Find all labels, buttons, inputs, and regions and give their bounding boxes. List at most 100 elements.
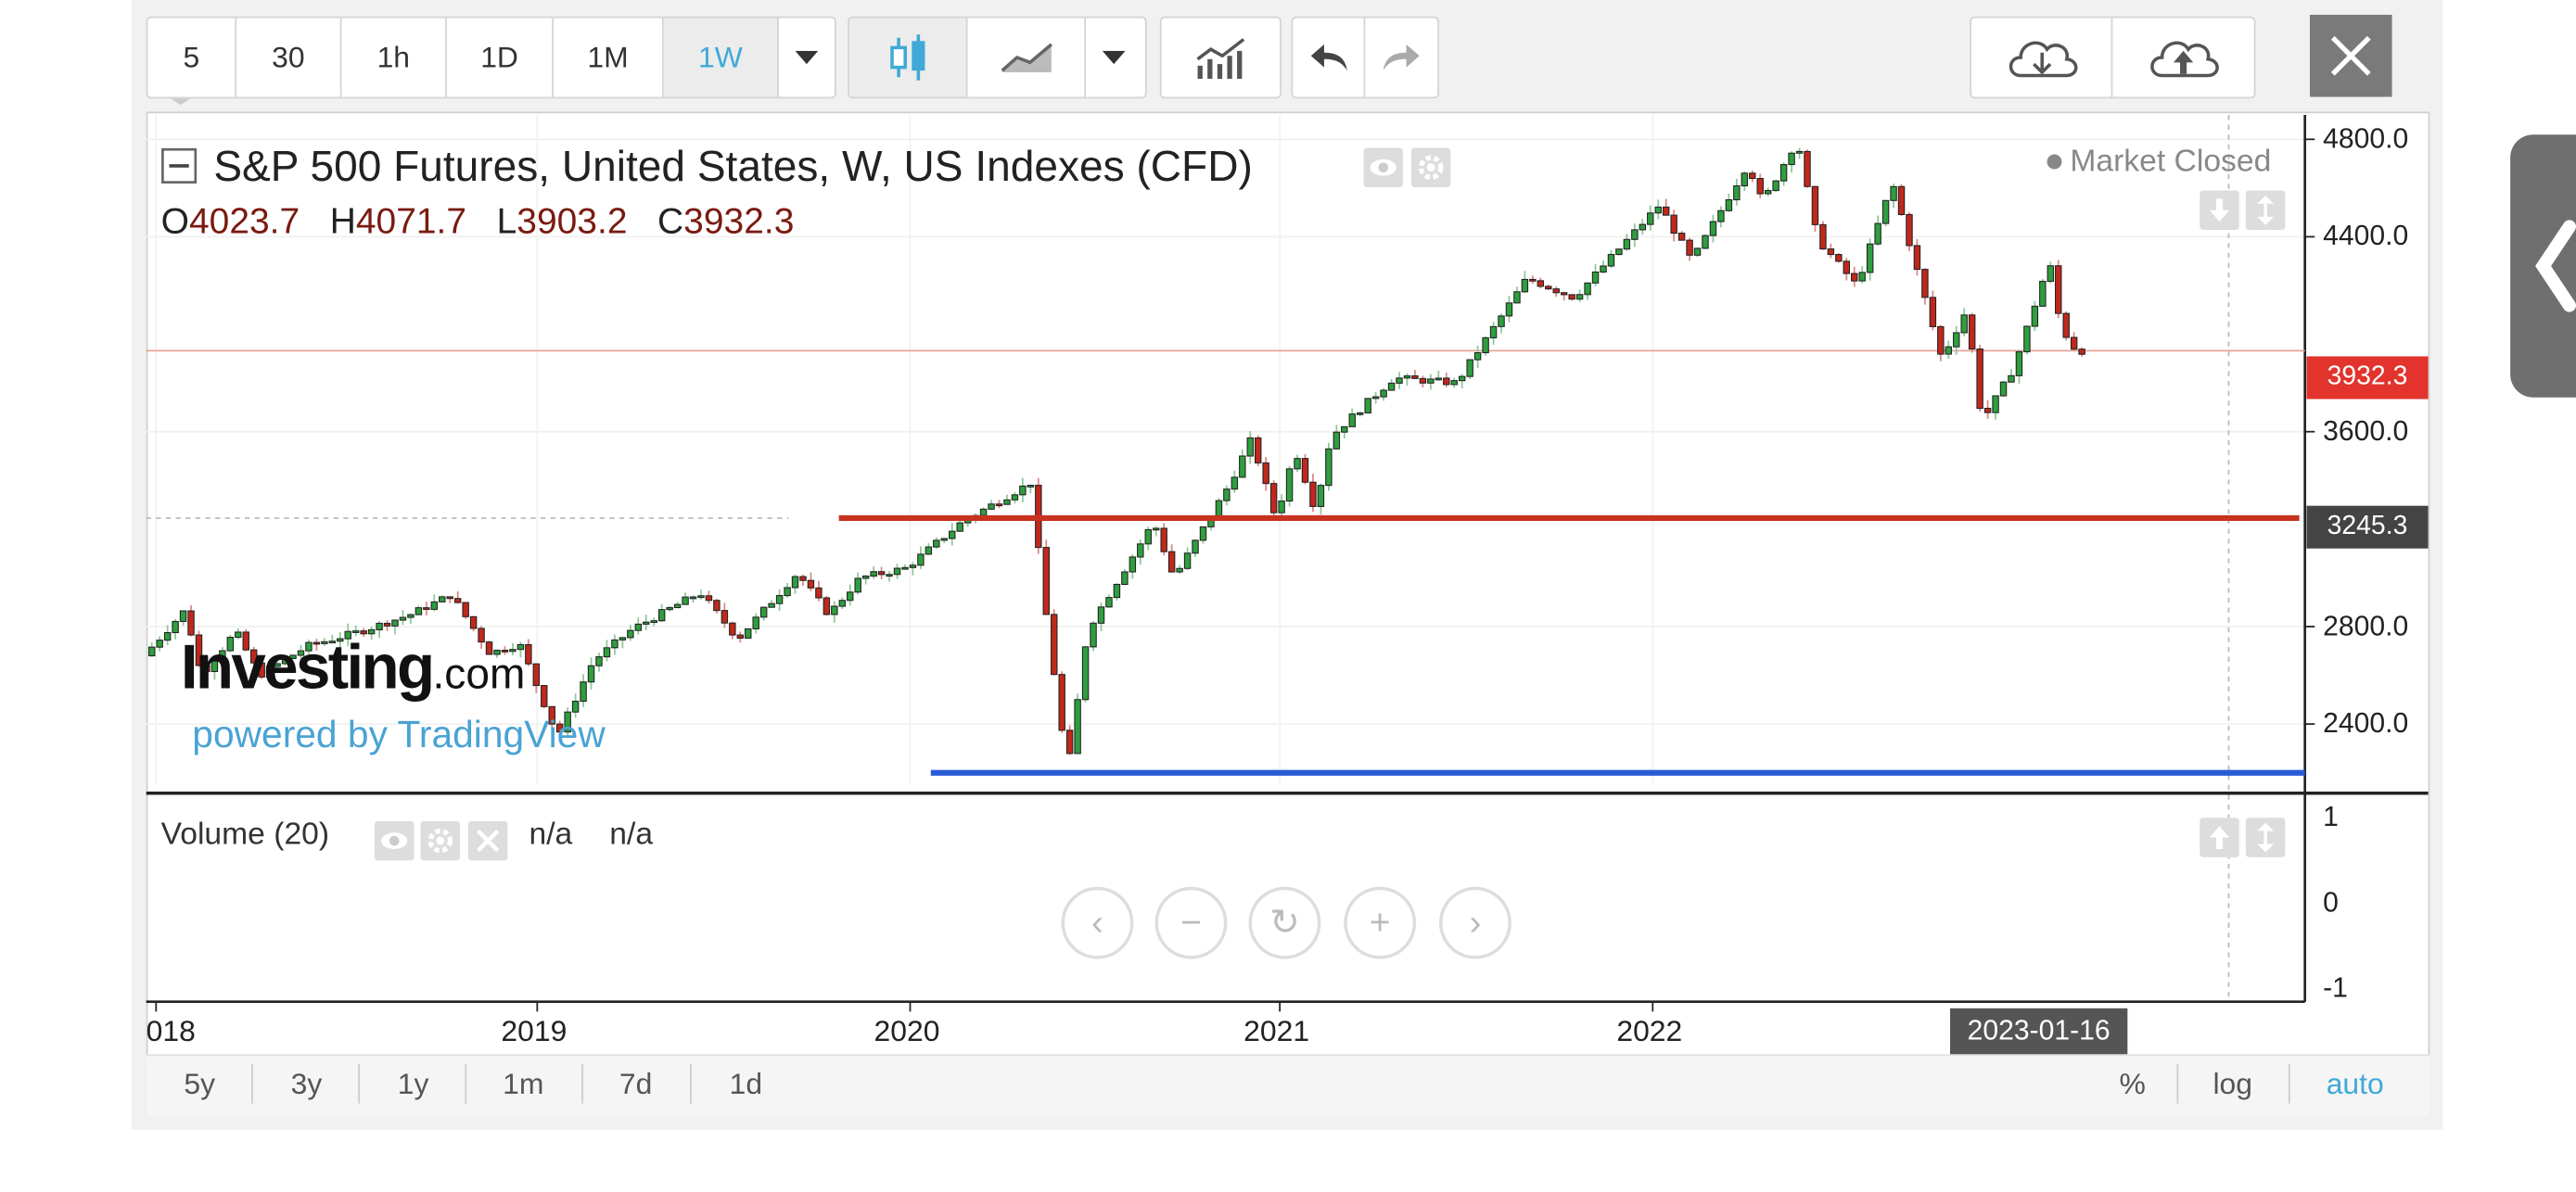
candle-body [1983, 407, 1992, 413]
candle-body [462, 602, 469, 617]
x-tick-label: 2019 [501, 1014, 567, 1048]
range-separator [2176, 1064, 2179, 1104]
volume-visibility-button[interactable] [374, 820, 414, 861]
range-1d-button[interactable]: 1d [729, 1067, 763, 1101]
zoom-out-button[interactable]: − [1154, 886, 1228, 959]
chevron-down-icon [795, 50, 819, 65]
range-1y-button[interactable]: 1y [397, 1067, 429, 1101]
candle-body [587, 665, 595, 683]
candle-body [219, 650, 226, 662]
range-3y-button[interactable]: 3y [290, 1067, 323, 1101]
candle-body [815, 587, 823, 599]
candle-body [1215, 500, 1223, 518]
interval-1w-button[interactable]: 1W [663, 18, 779, 97]
refresh-icon: ↻ [1269, 901, 1300, 943]
candle-body [337, 638, 344, 642]
candle-body [226, 637, 235, 652]
save-chart-button[interactable] [2112, 18, 2253, 96]
candle-body [1090, 622, 1097, 648]
candle-body [344, 630, 351, 640]
volume-tick-label: 1 [2323, 801, 2339, 833]
interval-1m-button[interactable]: 1M [554, 18, 664, 97]
candle-body [1450, 380, 1458, 386]
candle-body [729, 622, 736, 636]
candle-body [2031, 305, 2039, 327]
maximize-pane-button[interactable] [2245, 190, 2286, 231]
auto-scale-button[interactable]: auto [2326, 1067, 2384, 1101]
volume-remove-button[interactable] [467, 820, 508, 861]
candle-body [1881, 199, 1890, 224]
redo-button[interactable] [1365, 18, 1437, 96]
candle-body [391, 619, 399, 627]
powered-by-link[interactable]: powered by TradingView [192, 712, 606, 755]
close-button[interactable] [2309, 14, 2392, 97]
candles-style-button[interactable] [848, 18, 968, 97]
symbol-settings-button[interactable] [1410, 147, 1451, 187]
interval-5-button[interactable]: 5 [147, 18, 237, 97]
candle-body [1913, 245, 1921, 271]
range-separator [2288, 1064, 2290, 1104]
candle-body [446, 596, 453, 600]
candle-body [877, 571, 886, 576]
candle-body [163, 631, 172, 641]
candle-body [847, 591, 854, 602]
reset-chart-button[interactable]: ↻ [1248, 886, 1321, 959]
candle-body [1764, 190, 1772, 195]
candle-body [1709, 221, 1717, 236]
percent-scale-button[interactable]: % [2119, 1067, 2146, 1101]
scroll-left-button[interactable]: ‹ [1061, 886, 1134, 959]
candle-body [1725, 198, 1733, 211]
interval-toolbar: 5 30 1h 1D 1M 1W [146, 16, 836, 99]
candle-body [854, 577, 861, 593]
volume-settings-button[interactable] [420, 820, 461, 861]
candle-body [956, 522, 963, 532]
range-5y-button[interactable]: 5y [184, 1067, 216, 1101]
high-label: H [329, 200, 356, 242]
x-tick-label: 2020 [874, 1014, 940, 1048]
candle-body [752, 616, 759, 629]
candle-body [1333, 431, 1341, 450]
collapse-legend-icon[interactable] [161, 147, 198, 184]
y-tick-label: 3600.0 [2323, 414, 2409, 447]
candlestick-icon [889, 34, 925, 81]
candle-body [1741, 172, 1749, 187]
zoom-in-button[interactable]: + [1344, 886, 1417, 959]
candle-body [713, 600, 721, 612]
side-panel-tab[interactable] [2510, 134, 2576, 398]
candle-body [1937, 325, 1945, 355]
line-style-button[interactable] [968, 18, 1087, 97]
candle-body [469, 615, 478, 629]
undo-button[interactable] [1293, 18, 1366, 97]
collapse-toolbar-icon[interactable] [171, 98, 191, 106]
scroll-right-button[interactable]: › [1438, 886, 1511, 959]
candle-body [909, 564, 917, 568]
toggle-visibility-button[interactable] [1363, 147, 1404, 187]
volume-value-2: n/a [609, 818, 654, 853]
volume-scroll-up-button[interactable] [2200, 818, 2239, 857]
candle-body [1411, 374, 1419, 379]
volume-maximize-button[interactable] [2245, 818, 2286, 857]
candle-body [861, 575, 870, 579]
scroll-down-button[interactable] [2200, 190, 2239, 231]
range-1m-button[interactable]: 1m [503, 1067, 544, 1101]
candle-body [618, 637, 627, 640]
candle-body [1278, 501, 1285, 514]
style-dropdown-button[interactable] [1086, 18, 1141, 96]
candle-body [1929, 297, 1937, 327]
interval-dropdown-button[interactable] [779, 18, 835, 96]
candle-body [2023, 325, 2031, 353]
log-scale-button[interactable]: log [2213, 1067, 2253, 1101]
load-chart-button[interactable] [1971, 18, 2113, 97]
interval-1d-button[interactable]: 1D [447, 18, 555, 97]
candle-body [823, 597, 831, 615]
redo-icon [1383, 44, 1420, 71]
candle-body [360, 630, 367, 635]
candle-body [1167, 551, 1176, 573]
range-7d-button[interactable]: 7d [618, 1067, 653, 1101]
cloud-upload-icon [2150, 41, 2219, 78]
interval-1h-button[interactable]: 1h [342, 18, 447, 97]
candle-body [784, 587, 791, 597]
indicators-button[interactable] [1162, 18, 1281, 96]
interval-30-button[interactable]: 30 [236, 18, 342, 97]
